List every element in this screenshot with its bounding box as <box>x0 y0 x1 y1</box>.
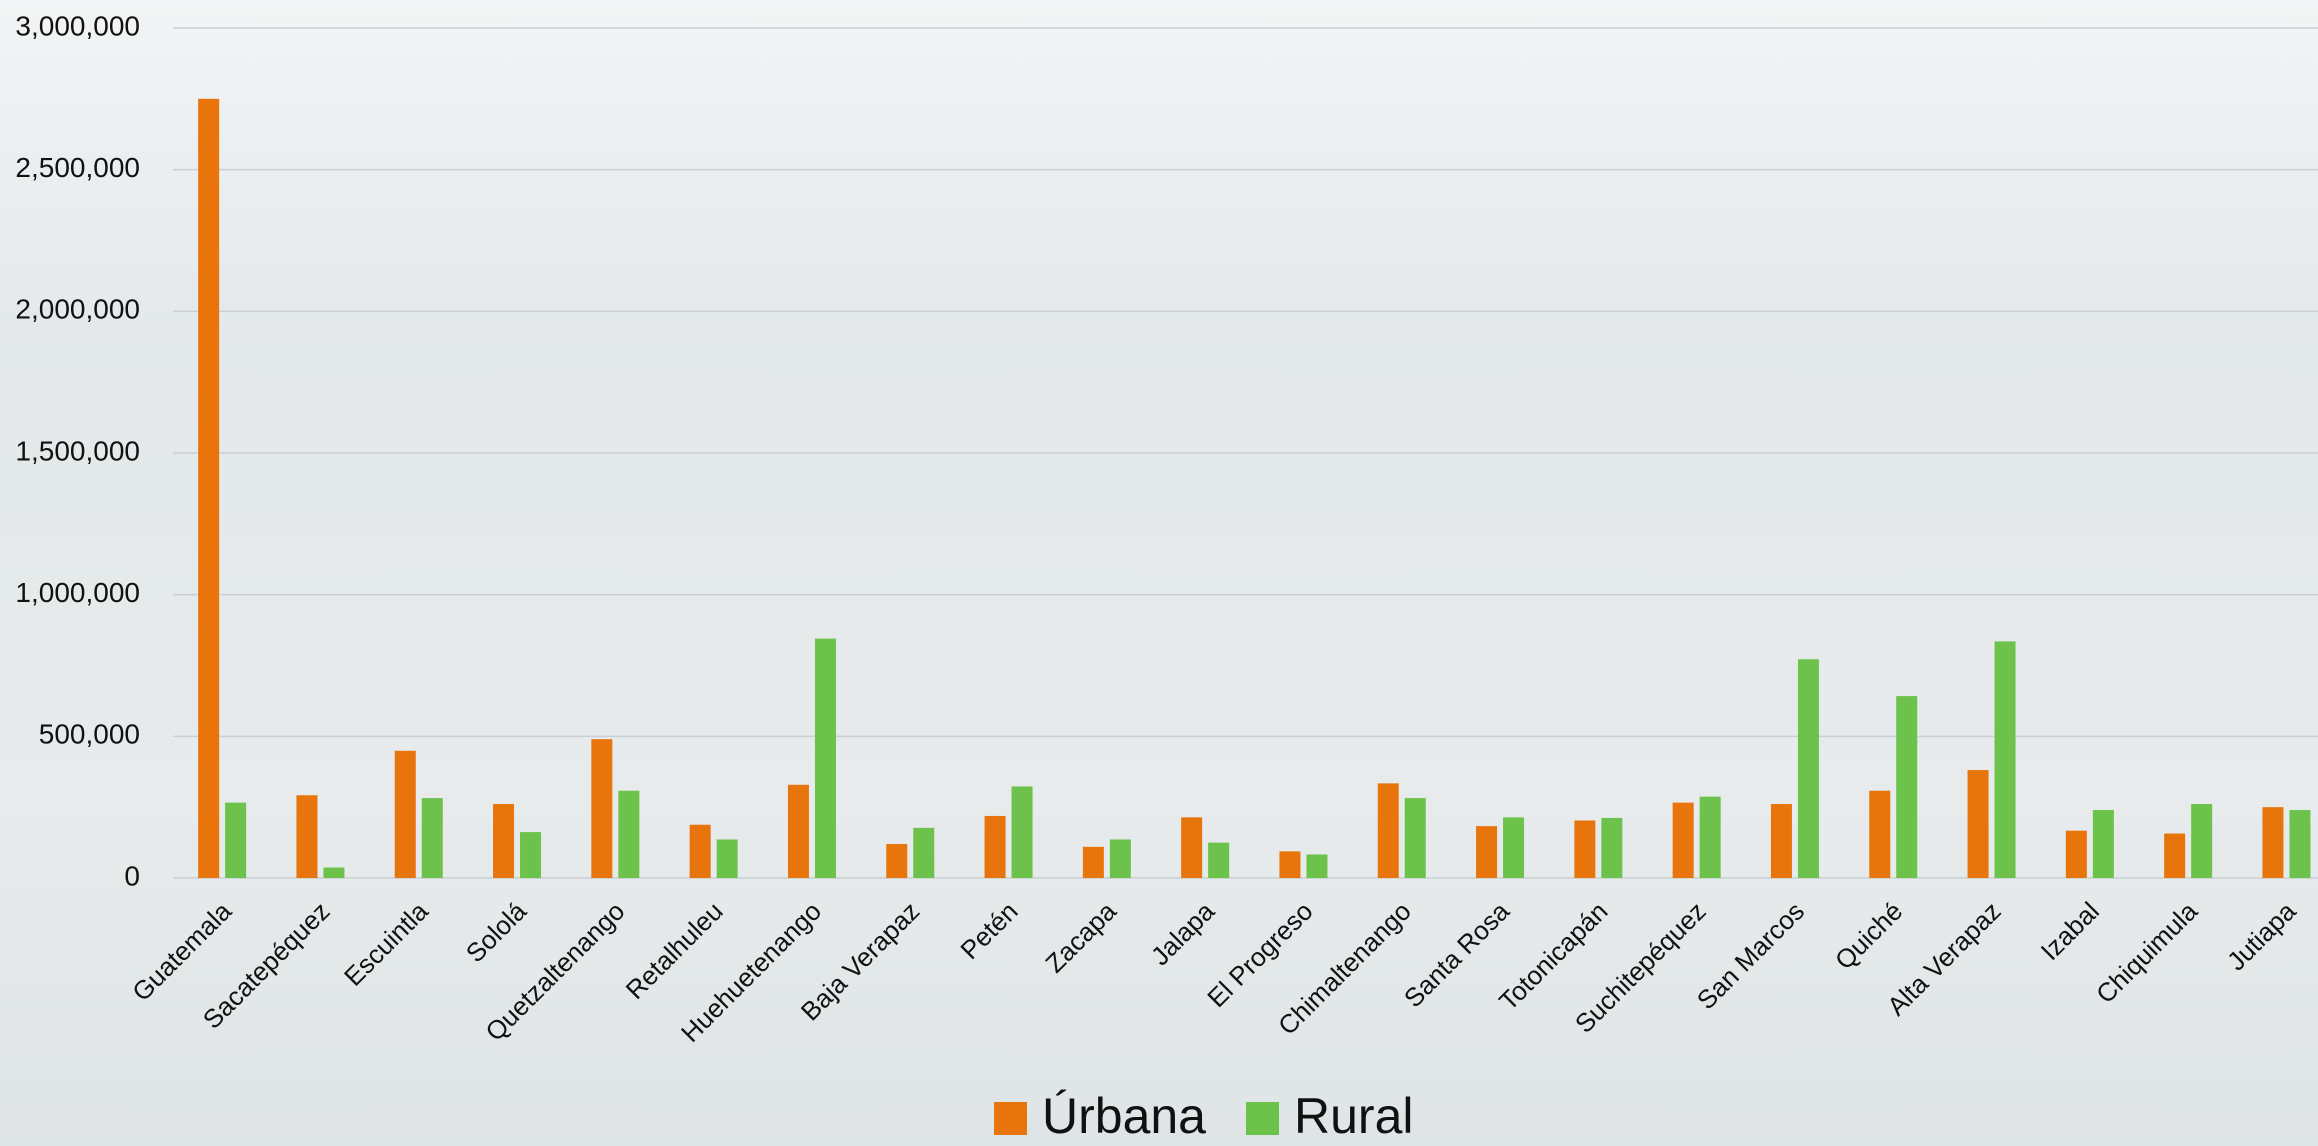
y-tick-label: 1,500,000 <box>15 435 140 466</box>
bar <box>1279 851 1300 878</box>
bar <box>1798 659 1819 878</box>
bar <box>1208 843 1229 878</box>
x-tick-label: Izabal <box>2035 896 2105 966</box>
x-tick-label: San Marcos <box>1691 896 1810 1015</box>
legend-label: Rural <box>1294 1088 1413 1144</box>
bar <box>985 816 1006 878</box>
bar <box>395 751 416 878</box>
bar <box>886 844 907 878</box>
y-tick-label: 2,000,000 <box>15 294 140 325</box>
bar <box>591 739 612 878</box>
x-tick-label: Jutiapa <box>2221 896 2302 977</box>
bar <box>422 798 443 878</box>
bar <box>198 99 219 878</box>
y-tick-label: 0 <box>124 860 140 891</box>
bar <box>788 785 809 878</box>
y-tick-label: 3,000,000 <box>15 10 140 41</box>
bar <box>2191 804 2212 878</box>
bar <box>1968 770 1989 878</box>
x-tick-label: Petén <box>954 896 1023 965</box>
bar <box>815 639 836 878</box>
bar <box>2262 807 2283 878</box>
bar <box>690 825 711 878</box>
bar <box>520 832 541 878</box>
bar <box>1378 783 1399 878</box>
bar <box>1673 803 1694 878</box>
bar <box>296 795 317 878</box>
bar <box>717 839 738 878</box>
bar <box>493 804 514 878</box>
bar <box>1110 839 1131 878</box>
x-tick-label: Zacapa <box>1039 896 1122 979</box>
bar <box>1503 817 1524 878</box>
bar <box>2164 834 2185 878</box>
legend-swatch <box>994 1102 1027 1135</box>
bar <box>1869 791 1890 878</box>
x-tick-label: Quiché <box>1829 896 1908 975</box>
bar <box>1995 641 2016 878</box>
legend-swatch <box>1246 1102 1279 1135</box>
chart: 0 500,000 1,000,000 1,500,000 2,000,000 2,500… <box>0 0 2318 1146</box>
bar <box>1896 696 1917 878</box>
bar <box>1476 826 1497 878</box>
bar <box>2066 831 2087 878</box>
x-tick-label: Jalapa <box>1145 896 1221 972</box>
bar <box>1012 786 1033 878</box>
bar <box>1771 804 1792 878</box>
x-tick-label: Escuintla <box>338 896 434 992</box>
y-tick-label: 1,000,000 <box>15 577 140 608</box>
bar <box>618 791 639 878</box>
bar <box>2289 810 2310 878</box>
bar <box>1083 847 1104 878</box>
bar <box>225 803 246 878</box>
bar <box>1601 818 1622 878</box>
bar <box>913 828 934 878</box>
bar <box>1405 798 1426 878</box>
bar <box>1181 817 1202 878</box>
y-tick-label: 2,500,000 <box>15 152 140 183</box>
bar <box>2093 810 2114 878</box>
bar <box>323 868 344 878</box>
x-tick-label: Sololá <box>460 896 533 969</box>
bar <box>1574 820 1595 878</box>
bar <box>1306 854 1327 878</box>
legend-label: Úrbana <box>1042 1088 1206 1144</box>
y-tick-label: 500,000 <box>39 719 140 750</box>
bar <box>1700 797 1721 878</box>
x-tick-label: Chiquimula <box>2090 896 2204 1010</box>
